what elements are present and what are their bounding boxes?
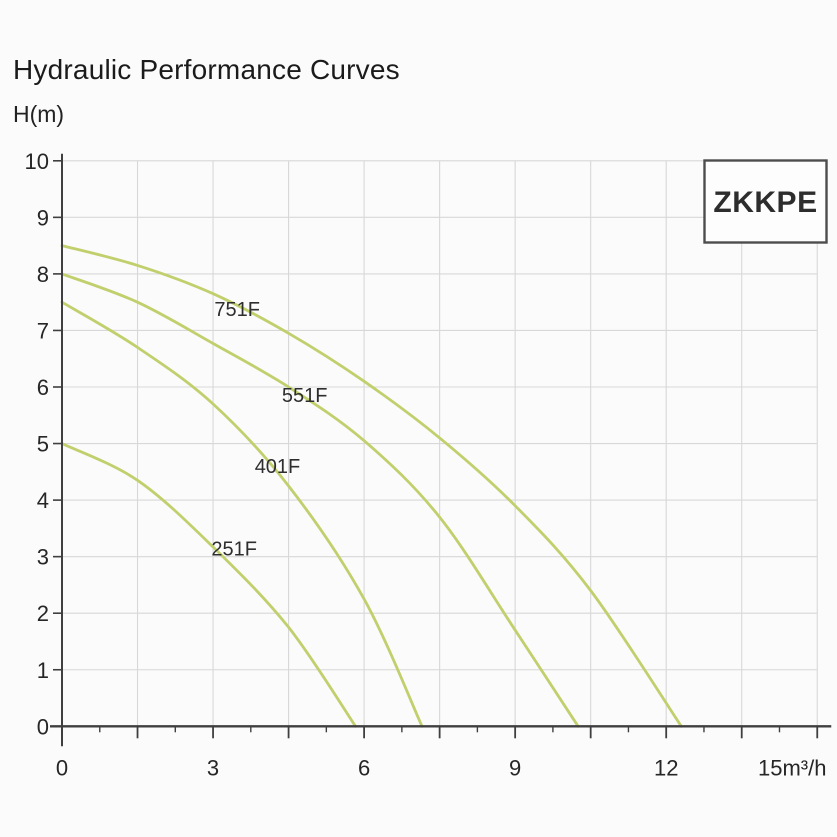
y-tick-label: 1 — [37, 658, 49, 683]
y-tick-label: 9 — [37, 205, 49, 230]
y-tick-label: 2 — [37, 601, 49, 626]
gridlines — [62, 160, 818, 727]
curve-label-751F: 751F — [214, 299, 260, 321]
y-tick-label: 0 — [37, 714, 49, 739]
model-badge-text: ZKKPE — [713, 186, 817, 219]
y-tick-label: 5 — [37, 432, 49, 457]
chart-title: Hydraulic Performance Curves — [13, 54, 400, 85]
y-tick-label: 4 — [37, 488, 49, 513]
curve-251F — [60, 442, 357, 728]
model-badge: ZKKPE — [703, 159, 828, 244]
y-tick-label: 8 — [37, 262, 49, 287]
curves — [60, 244, 683, 728]
x-tick-label: 0 — [56, 755, 68, 780]
y-tick-label: 6 — [37, 375, 49, 400]
y-axis-unit-label: H(m) — [13, 101, 65, 127]
x-tick-label: 15m³/h — [758, 755, 826, 780]
curve-label-401F: 401F — [255, 456, 301, 478]
curve-401F — [60, 300, 424, 728]
x-tick-label: 3 — [207, 755, 219, 780]
x-tick-label: 9 — [509, 755, 521, 780]
model-badge-box — [703, 159, 828, 244]
y-tick-label: 3 — [37, 545, 49, 570]
curve-551F — [60, 272, 580, 728]
x-tick-label: 12 — [654, 755, 678, 780]
curve-751F — [60, 244, 683, 728]
curve-label-251F: 251F — [211, 539, 257, 561]
x-tick-label: 6 — [358, 755, 370, 780]
curve-label-551F: 551F — [282, 385, 328, 407]
y-tick-label: 7 — [37, 318, 49, 343]
y-tick-label: 10 — [25, 149, 49, 174]
axes — [50, 153, 832, 747]
